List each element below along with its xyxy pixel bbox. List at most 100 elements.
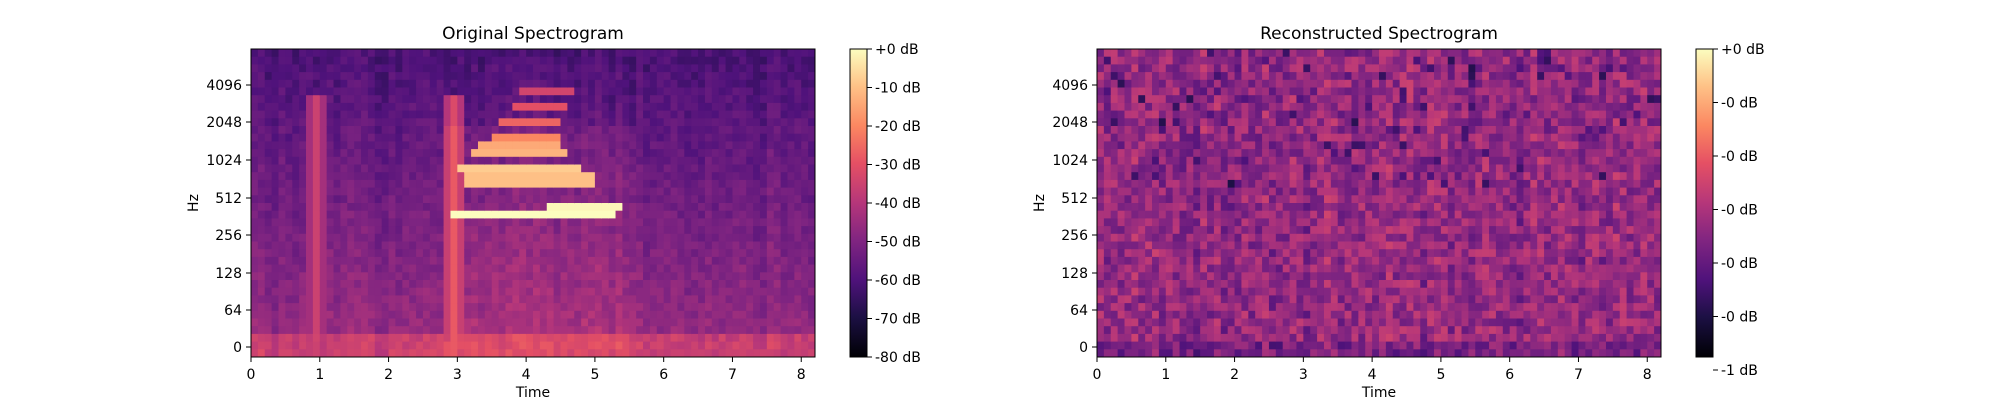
- heat-cell: [615, 226, 624, 235]
- heat-cell: [567, 95, 575, 104]
- heat-cell: [801, 256, 809, 266]
- heat-cell: [505, 295, 513, 304]
- heat-cell: [553, 218, 562, 227]
- heat-cell: [1138, 64, 1146, 73]
- heat-cell: [1152, 318, 1160, 327]
- heat-cell: [588, 318, 596, 327]
- heat-cell: [1097, 203, 1105, 212]
- heat-cell: [1220, 333, 1229, 343]
- heat-cell: [643, 341, 651, 350]
- heat-cell: [409, 87, 417, 96]
- heat-cell: [649, 218, 658, 227]
- heat-cell: [1337, 287, 1346, 296]
- heat-cell: [1220, 195, 1229, 204]
- heat-cell: [594, 64, 603, 73]
- heat-cell: [1317, 295, 1325, 304]
- heat-cell: [1337, 133, 1346, 142]
- heat-cell: [746, 49, 754, 58]
- heat-cell: [539, 133, 548, 142]
- heat-cell: [340, 280, 348, 289]
- heat-cell: [429, 56, 438, 65]
- heat-cell: [1365, 295, 1373, 304]
- heat-cell: [1172, 280, 1181, 289]
- heat-cell: [704, 349, 713, 357]
- heat-cell: [1255, 64, 1263, 73]
- heat-cell: [746, 203, 754, 212]
- heat-cell: [1193, 49, 1201, 58]
- heat-cell: [361, 64, 369, 73]
- heat-cell: [367, 349, 376, 357]
- heat-cell: [1310, 149, 1318, 158]
- heat-cell: [264, 95, 273, 104]
- heat-cell: [1241, 264, 1249, 273]
- heat-cell: [498, 203, 507, 212]
- heat-cell: [1152, 79, 1160, 89]
- heat-cell: [1193, 303, 1201, 312]
- heat-cell: [319, 349, 328, 357]
- heat-cell: [1344, 156, 1353, 166]
- heat-cell: [1344, 272, 1353, 281]
- heat-cell: [560, 218, 568, 227]
- heat-cell: [271, 295, 280, 304]
- heat-cell: [299, 303, 307, 312]
- heat-cell: [1296, 187, 1304, 196]
- heat-cell: [1255, 318, 1263, 327]
- heat-cell: [306, 102, 314, 112]
- heat-cell: [698, 272, 706, 281]
- heat-cell: [711, 179, 720, 189]
- heat-cell: [512, 149, 520, 158]
- heat-cell: [1330, 72, 1339, 81]
- heat-cell: [588, 295, 596, 304]
- heat-cell: [1227, 49, 1236, 58]
- heat-cell: [1097, 256, 1105, 266]
- heat-cell: [333, 102, 342, 112]
- heat-cell: [264, 303, 273, 312]
- heat-cell: [457, 256, 465, 266]
- heat-cell: [753, 110, 761, 119]
- heat-cell: [1145, 203, 1153, 212]
- heat-cell: [1097, 64, 1105, 73]
- heat-cell: [450, 318, 458, 327]
- heat-cell: [670, 256, 679, 266]
- heat-cell: [388, 349, 397, 357]
- heat-cell: [416, 280, 424, 289]
- heat-cell: [1241, 118, 1249, 127]
- heat-cell: [1124, 341, 1132, 350]
- heat-cell: [312, 164, 321, 173]
- heat-cell: [629, 333, 637, 343]
- heat-cell: [1138, 326, 1146, 335]
- heat-cell: [1323, 195, 1332, 204]
- heat-cell: [698, 49, 706, 58]
- heat-cell: [1379, 49, 1387, 58]
- heat-cell: [484, 272, 493, 281]
- heat-cell: [388, 287, 397, 296]
- heat-cell: [698, 149, 706, 158]
- heat-cell: [484, 156, 493, 166]
- heat-cell: [1289, 203, 1298, 212]
- heat-cell: [808, 218, 815, 227]
- heat-cell: [326, 133, 335, 142]
- heat-cell: [636, 133, 644, 142]
- heat-cell: [567, 310, 575, 320]
- heat-cell: [319, 241, 328, 250]
- heat-cell: [1317, 149, 1325, 158]
- heat-cell: [251, 272, 259, 281]
- heat-cell: [1289, 280, 1298, 289]
- heat-cell: [808, 226, 815, 235]
- heat-cell: [1234, 156, 1243, 166]
- heat-cell: [615, 310, 624, 320]
- heat-cell: [1310, 349, 1318, 357]
- heat-cell: [374, 272, 383, 281]
- heat-cell: [436, 280, 445, 289]
- heat-cell: [1303, 141, 1311, 150]
- heat-cell: [505, 102, 513, 112]
- heat-cell: [1200, 187, 1208, 196]
- heat-cell: [1234, 149, 1243, 158]
- heat-cell: [553, 126, 562, 135]
- heat-cell: [1172, 349, 1181, 357]
- heat-cell: [1138, 72, 1146, 81]
- heat-cell: [574, 226, 582, 235]
- heat-cell: [319, 179, 328, 189]
- heat-cell: [388, 326, 397, 335]
- heat-cell: [491, 333, 500, 343]
